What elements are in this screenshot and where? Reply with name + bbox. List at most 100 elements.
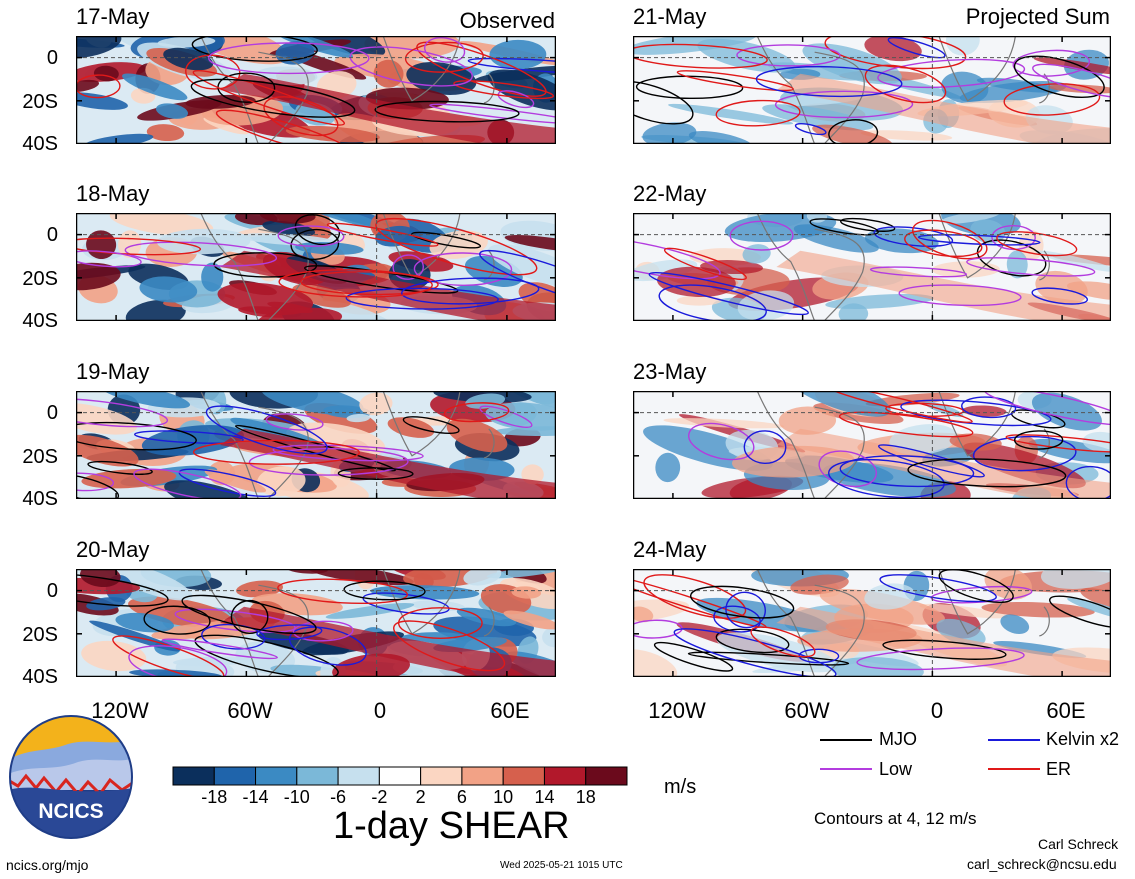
colorbar-tick-label: 10 xyxy=(493,787,514,807)
shear-blob xyxy=(163,47,214,71)
contour-line xyxy=(290,228,340,261)
timestamp: Wed 2025-05-21 1015 UTC xyxy=(500,860,623,871)
contour-line xyxy=(423,37,466,63)
contour-line xyxy=(633,80,694,125)
map-panel-23may xyxy=(633,391,1111,499)
coastline xyxy=(200,213,259,321)
contour-line xyxy=(633,43,768,69)
shear-blob xyxy=(259,213,316,224)
colorbar-tick-label: 14 xyxy=(534,787,555,807)
shear-blob xyxy=(81,640,147,672)
contour-line xyxy=(715,99,801,127)
contour-line xyxy=(663,247,747,281)
shear-blob xyxy=(156,228,251,255)
contour-line xyxy=(729,220,794,251)
legend-er-label: ER xyxy=(1046,759,1072,779)
contours-note: Contours at 4, 12 m/s xyxy=(814,809,977,828)
contour-line xyxy=(1065,465,1111,499)
shear-blob xyxy=(663,418,785,429)
contour-line xyxy=(1005,434,1111,453)
contour-line xyxy=(996,231,1078,257)
panel-date-24may: 24-May xyxy=(633,537,707,562)
shear-blob xyxy=(139,276,198,303)
shear-blob xyxy=(1000,614,1030,634)
panel-date-17may: 17-May xyxy=(76,4,150,29)
contour-line xyxy=(292,620,354,642)
contour-line xyxy=(124,241,278,267)
logo-text: NCICS xyxy=(38,800,103,823)
shear-blob xyxy=(76,36,122,59)
shear-blob xyxy=(655,452,681,483)
coastline xyxy=(483,606,495,637)
coastline xyxy=(756,391,816,499)
contour-line xyxy=(133,468,242,499)
contour-line xyxy=(76,237,202,256)
y-tick-label: 40S xyxy=(22,666,58,688)
shear-blob xyxy=(668,103,794,125)
y-tick-label: 20S xyxy=(22,268,58,290)
shear-blob xyxy=(793,224,879,253)
panel-frame xyxy=(633,391,1111,499)
contour-line xyxy=(887,36,946,59)
shear-blob xyxy=(76,403,137,435)
contour-line xyxy=(76,472,115,492)
shear-blob xyxy=(865,392,960,407)
contour-line xyxy=(375,217,538,276)
coastline xyxy=(814,406,865,499)
map-panel-17may xyxy=(76,36,556,144)
colorbar-tick-label: 18 xyxy=(575,787,596,807)
contour-line xyxy=(161,638,278,660)
coastline xyxy=(382,391,461,457)
contour-line xyxy=(374,100,520,123)
shear-blob xyxy=(346,413,371,423)
contour-line xyxy=(912,219,988,260)
contour-line xyxy=(234,424,396,472)
contour-line xyxy=(404,41,484,73)
panel-frame xyxy=(76,36,556,144)
contour-line xyxy=(345,287,499,310)
shear-blob xyxy=(146,124,185,142)
contour-line xyxy=(263,96,339,137)
shear-blob xyxy=(1080,588,1111,610)
contour-line xyxy=(174,608,296,633)
shear-blob xyxy=(204,469,267,493)
contour-line xyxy=(713,605,761,633)
panel-frame xyxy=(76,391,556,499)
shear-blob xyxy=(76,262,121,291)
contour-line xyxy=(976,239,1047,277)
colorbar-tick-label: -18 xyxy=(201,787,228,807)
shear-blob xyxy=(325,602,415,619)
contour-line xyxy=(1003,83,1101,116)
shear-blob xyxy=(778,406,837,435)
contour-line xyxy=(278,269,433,298)
contour-line xyxy=(205,405,328,455)
shear-blob xyxy=(463,569,502,586)
contour-line xyxy=(265,413,324,431)
colorbar-swatch xyxy=(420,766,463,786)
contour-line xyxy=(337,467,414,480)
map-panel-18may xyxy=(76,213,556,321)
shear-blob xyxy=(128,596,232,628)
contour-line xyxy=(635,75,744,100)
shear-blob xyxy=(1035,270,1088,305)
contour-line xyxy=(300,271,439,296)
panel-frame xyxy=(633,569,1111,677)
contour-line xyxy=(288,626,367,666)
panel-date-20may: 20-May xyxy=(76,537,150,562)
contour-line xyxy=(839,455,975,488)
contour-line xyxy=(416,41,547,97)
contour-line xyxy=(687,651,850,666)
panel-frame xyxy=(76,213,556,321)
contour-line xyxy=(688,422,755,461)
y-tick-label: 40S xyxy=(22,310,58,332)
contour-line xyxy=(1031,287,1089,305)
shear-blob xyxy=(822,462,957,498)
coastline xyxy=(938,569,1016,635)
shear-blob xyxy=(375,134,485,144)
contour-line xyxy=(429,103,556,125)
colorbar-tick-label: -10 xyxy=(283,787,310,807)
contour-line xyxy=(76,250,142,268)
map-panel-21may xyxy=(633,36,1111,144)
contour-line xyxy=(128,645,228,677)
coastline xyxy=(200,391,259,499)
